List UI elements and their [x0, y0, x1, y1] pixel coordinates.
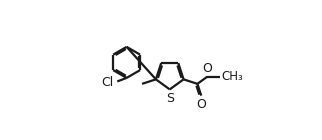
Text: O: O	[197, 98, 207, 111]
Text: CH₃: CH₃	[221, 70, 243, 82]
Text: O: O	[202, 62, 212, 75]
Text: Cl: Cl	[101, 76, 114, 89]
Text: S: S	[166, 92, 174, 105]
